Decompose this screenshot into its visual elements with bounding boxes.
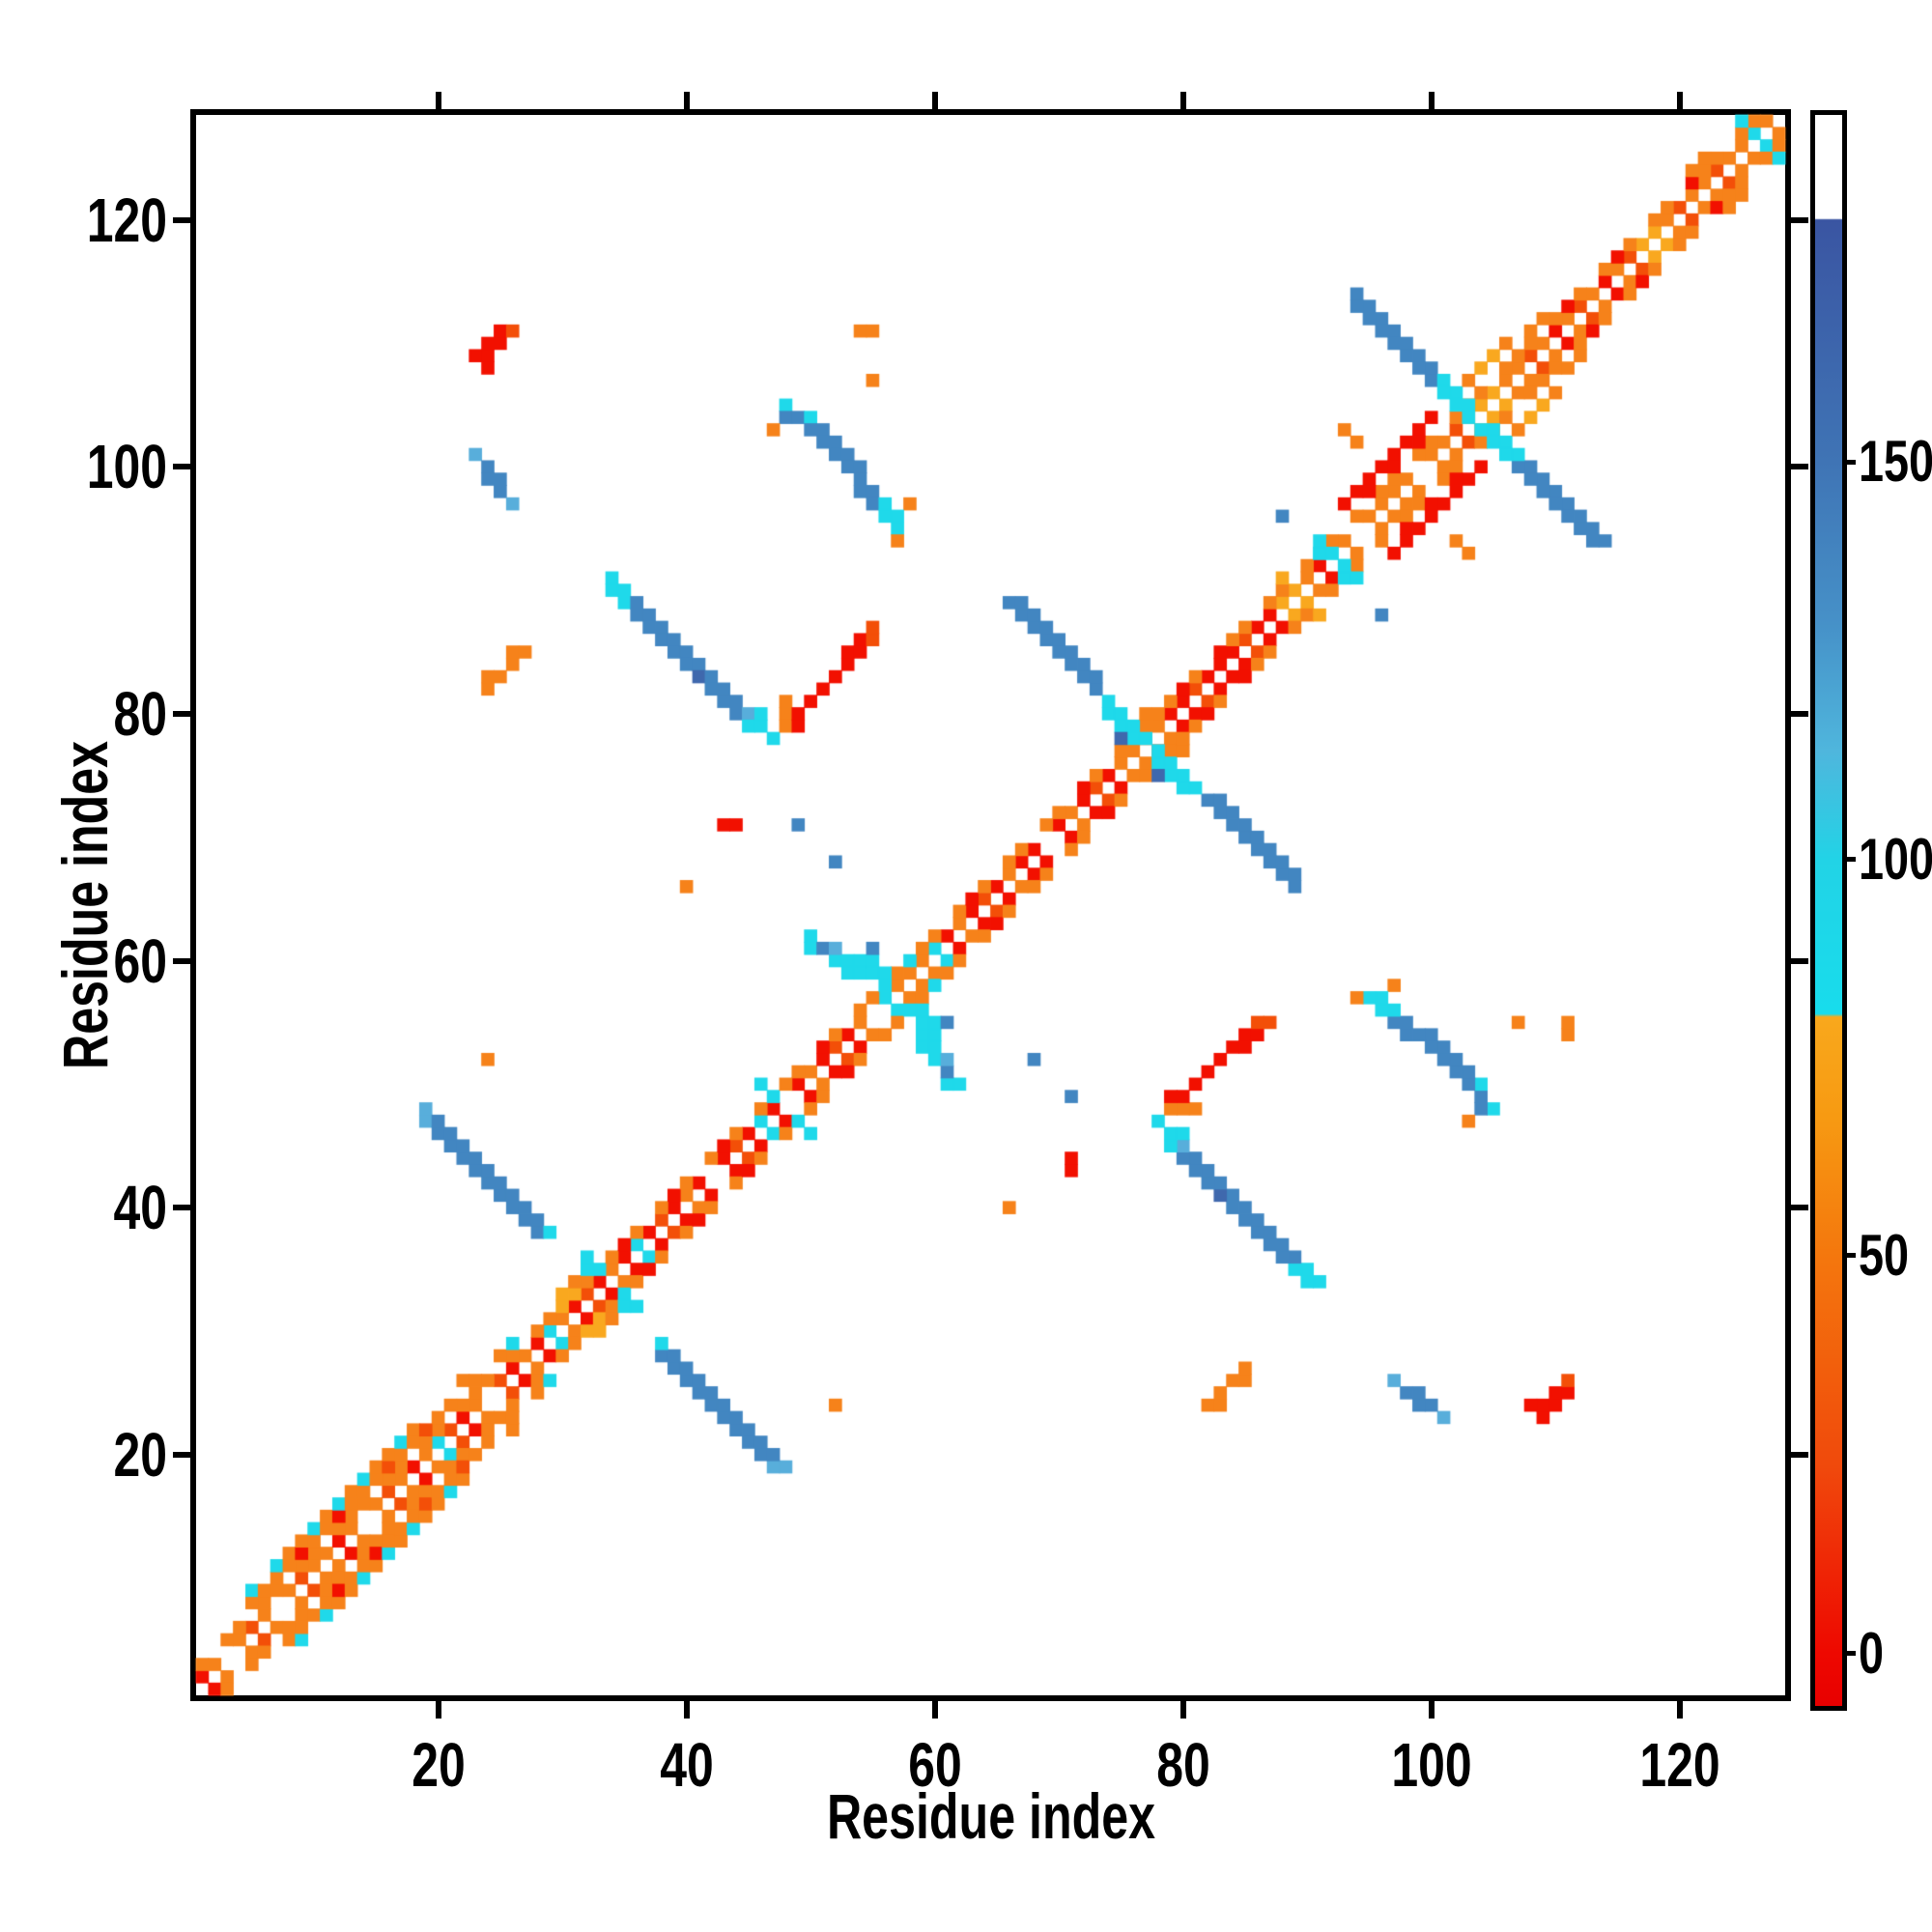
colorbar-tick	[1842, 1651, 1856, 1657]
x-tick-bottom	[931, 1701, 938, 1719]
y-tick-label: 120	[86, 185, 167, 255]
y-tick-left	[173, 464, 190, 470]
y-tick-right	[1791, 1451, 1808, 1458]
y-tick-left	[173, 957, 190, 964]
y-tick-left	[173, 1205, 190, 1211]
colorbar-tick	[1842, 857, 1856, 863]
y-tick-right	[1791, 216, 1808, 223]
x-tick-label: 20	[411, 1730, 466, 1800]
y-tick-label: 20	[113, 1419, 167, 1490]
x-tick-label: 100	[1391, 1730, 1472, 1800]
y-tick-left	[173, 216, 190, 223]
x-tick-bottom	[683, 1701, 690, 1719]
x-tick-top	[435, 92, 441, 109]
colorbar-tick-label: 100	[1859, 826, 1932, 892]
x-tick-top	[931, 92, 938, 109]
colorbar	[1810, 110, 1847, 1711]
y-tick-label: 80	[113, 678, 167, 749]
x-tick-bottom	[435, 1701, 441, 1719]
x-tick-label: 60	[907, 1730, 962, 1800]
y-tick-right	[1791, 957, 1808, 964]
colorbar-tick-label: 150	[1859, 429, 1932, 495]
y-tick-label: 60	[113, 925, 167, 996]
x-tick-top	[1179, 92, 1186, 109]
x-tick-label: 120	[1639, 1730, 1720, 1800]
y-tick-left	[173, 1451, 190, 1458]
y-tick-label: 100	[86, 432, 167, 502]
y-tick-label: 40	[113, 1173, 167, 1243]
x-tick-bottom	[1428, 1701, 1435, 1719]
y-tick-right	[1791, 464, 1808, 470]
colorbar-tick-label: 50	[1859, 1222, 1910, 1288]
x-tick-label: 40	[659, 1730, 714, 1800]
x-tick-bottom	[1179, 1701, 1186, 1719]
x-tick-top	[1428, 92, 1435, 109]
colorbar-tick	[1842, 459, 1856, 465]
x-tick-top	[1676, 92, 1683, 109]
x-axis-label: Residue index	[826, 1780, 1155, 1852]
y-tick-right	[1791, 710, 1808, 717]
y-tick-left	[173, 710, 190, 717]
y-axis-label: Residue index	[49, 740, 121, 1070]
colorbar-tick-label: 0	[1859, 1620, 1885, 1686]
x-tick-bottom	[1676, 1701, 1683, 1719]
x-tick-top	[683, 92, 690, 109]
y-tick-right	[1791, 1205, 1808, 1211]
x-tick-label: 80	[1155, 1730, 1210, 1800]
colorbar-tick	[1842, 1253, 1856, 1259]
